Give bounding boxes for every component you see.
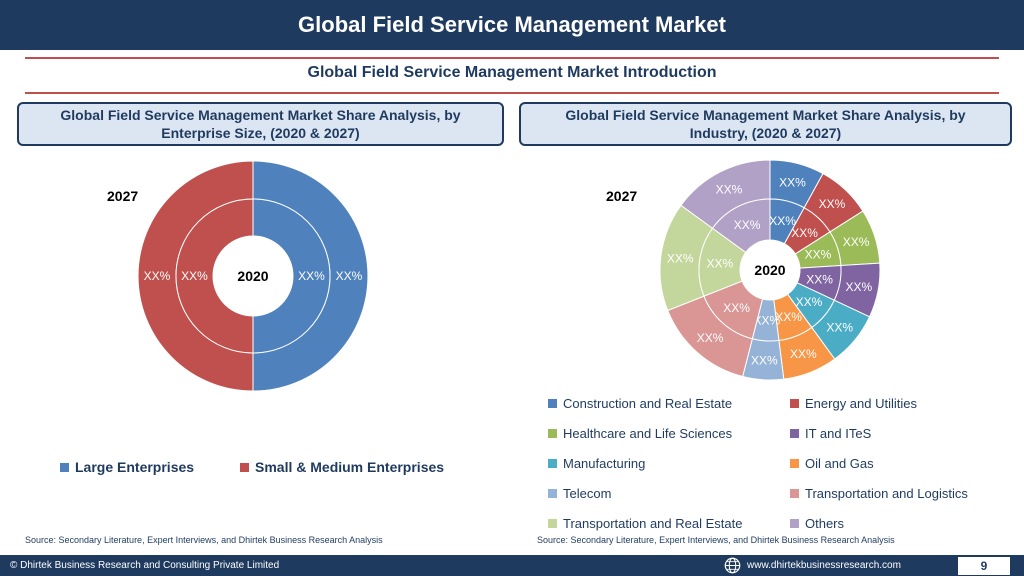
data-label-2027-0: XX% (336, 269, 363, 283)
left-panel-title-line2: Enterprise Size, (2020 & 2027) (161, 125, 360, 141)
data-label-2020-4: XX% (796, 295, 823, 309)
legend-swatch (548, 489, 557, 498)
legend-label: Manufacturing (563, 456, 646, 471)
industry-legend: Construction and Real Estate Energy and U… (548, 396, 1008, 536)
enterprise-size-doughnut-chart: XX% XX% XX% XX% 2020 (137, 160, 369, 392)
legend-swatch (790, 519, 799, 528)
legend-label: Others (805, 516, 845, 531)
legend-swatch (790, 399, 799, 408)
right-panel-title-line2: Industry, (2020 & 2027) (689, 125, 842, 141)
left-outer-year-label: 2027 (107, 188, 139, 204)
legend-label: Oil and Gas (805, 456, 874, 471)
data-label-2027-4: XX% (826, 321, 853, 335)
legend-item: Oil and Gas (790, 456, 874, 471)
footer-copyright: © Dhirtek Business Research and Consulti… (10, 560, 280, 571)
data-label-2027-0: XX% (779, 175, 806, 189)
globe-icon (724, 557, 741, 574)
legend-swatch (240, 462, 249, 472)
legend-swatch (548, 429, 557, 438)
data-label-2027-1: XX% (144, 269, 171, 283)
legend-label: Construction and Real Estate (563, 396, 733, 411)
legend-item: Small & Medium Enterprises (240, 459, 444, 475)
data-label-2020-1: XX% (791, 226, 818, 240)
data-label-2020-8: XX% (707, 257, 734, 271)
legend-swatch (790, 489, 799, 498)
industry-doughnut-chart: XX%XX%XX%XX%XX%XX%XX%XX%XX%XX%XX%XX%XX%X… (659, 159, 881, 381)
legend-label: Telecom (563, 486, 612, 501)
divider-bottom (25, 92, 999, 94)
legend-item: Others (790, 516, 844, 531)
page-title: Global Field Service Management Market (0, 0, 1024, 50)
page-number: 9 (958, 557, 1010, 575)
data-label-2020-5: XX% (775, 310, 802, 324)
legend-label: IT and ITeS (805, 426, 872, 441)
data-label-2027-3: XX% (846, 280, 873, 294)
data-label-2027-5: XX% (790, 347, 817, 361)
data-label-2020-1: XX% (181, 269, 208, 283)
data-label-2020-0: XX% (769, 214, 796, 228)
legend-item: Energy and Utilities (790, 396, 917, 411)
legend-label: Transportation and Real Estate (563, 516, 743, 531)
legend-swatch (548, 519, 557, 528)
inner-year-label: 2020 (754, 262, 785, 278)
data-label-2020-7: XX% (723, 301, 750, 315)
data-label-2027-6: XX% (751, 353, 778, 367)
legend-label: Large Enterprises (75, 459, 195, 475)
footer-bar: © Dhirtek Business Research and Consulti… (0, 555, 1024, 576)
data-label-2027-1: XX% (819, 197, 846, 211)
legend-item: Transportation and Real Estate (548, 516, 742, 531)
legend-item: Healthcare and Life Sciences (548, 426, 732, 441)
slice-2020-1 (175, 198, 254, 354)
legend-label: Small & Medium Enterprises (255, 459, 445, 475)
data-label-2020-2: XX% (805, 247, 832, 261)
right-panel-title-line1: Global Field Service Management Market S… (565, 107, 966, 123)
section-title: Global Field Service Management Market I… (307, 64, 717, 81)
legend-label: Healthcare and Life Sciences (563, 426, 733, 441)
left-panel-title-line1: Global Field Service Management Market S… (60, 107, 461, 123)
data-label-2027-8: XX% (667, 252, 694, 266)
inner-year-label: 2020 (237, 268, 268, 284)
legend-item: Transportation and Logistics (790, 486, 968, 501)
left-panel-title: Global Field Service Management Market S… (17, 102, 504, 146)
legend-label: Energy and Utilities (805, 396, 917, 411)
data-label-2020-0: XX% (298, 269, 325, 283)
legend-swatch (548, 459, 557, 468)
legend-item: Large Enterprises (60, 459, 194, 475)
data-label-2027-7: XX% (697, 331, 724, 345)
legend-item: Manufacturing (548, 456, 645, 471)
legend-item: IT and ITeS (790, 426, 871, 441)
footer-website-link[interactable]: www.dhirtekbusinessresearch.com (747, 560, 901, 571)
data-label-2020-9: XX% (734, 218, 761, 232)
left-source-note: Source: Secondary Literature, Expert Int… (25, 535, 383, 545)
data-label-2020-3: XX% (806, 272, 833, 286)
slice-2020-0 (252, 198, 331, 354)
right-source-note: Source: Secondary Literature, Expert Int… (537, 535, 895, 545)
legend-label: Transportation and Logistics (805, 486, 968, 501)
legend-swatch (790, 459, 799, 468)
right-panel-title: Global Field Service Management Market S… (519, 102, 1012, 146)
divider-top (25, 57, 999, 59)
data-label-2027-9: XX% (716, 182, 743, 196)
data-label-2020-6: XX% (753, 313, 780, 327)
legend-swatch (548, 399, 557, 408)
right-outer-year-label: 2027 (606, 188, 638, 204)
legend-swatch (60, 462, 69, 472)
legend-item: Telecom (548, 486, 611, 501)
slice-2020-9 (711, 198, 771, 254)
legend-item: Construction and Real Estate (548, 396, 732, 411)
legend-swatch (790, 429, 799, 438)
data-label-2027-2: XX% (843, 235, 870, 249)
